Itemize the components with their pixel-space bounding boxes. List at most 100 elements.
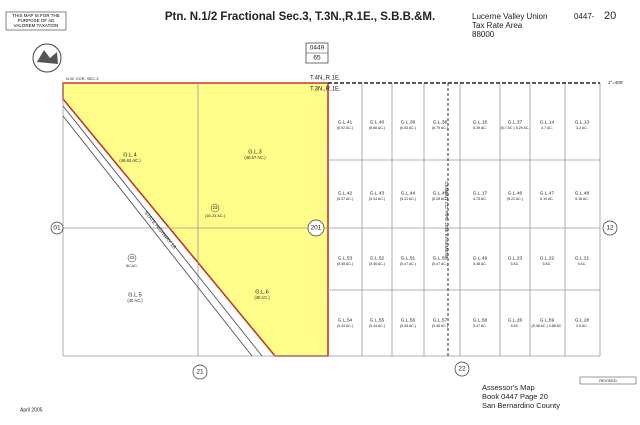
lot-area: (5.45 AC.): [337, 262, 353, 266]
footer-county: San Bernardino County: [482, 401, 560, 410]
lot-area: (46.57 AC.): [244, 155, 266, 160]
lot-area: (5.47 AC.): [432, 262, 448, 266]
footer-title: Assessor's Map: [482, 383, 535, 392]
lot-area: 2.5 AC.: [576, 324, 588, 328]
lot-label: G.L.46: [508, 190, 523, 196]
lot-area: (5.34 AC.): [369, 197, 385, 201]
lot-label: G.L.39: [401, 119, 416, 125]
corner-label: N.W. COR. SEC.3: [66, 76, 99, 81]
lot-area: (40 AC.): [254, 295, 270, 300]
lot-area: (5.47 AC.): [400, 262, 416, 266]
lot-area: (5.48 AC.) 4.88 AC.: [532, 324, 563, 328]
labels: G.L.4(46.62 AC.)G.L.3(46.57 AC.)G.L.5(40…: [50, 119, 618, 380]
lot-area: (46.62 AC.): [119, 158, 141, 163]
lot-area: (5.46 AC.): [369, 262, 385, 266]
lot-area: 4.75 AC.: [473, 197, 487, 201]
lot-area: 5 AC.: [511, 262, 520, 266]
seal-mountains: [37, 50, 58, 64]
lot-label: G.L.38: [433, 119, 448, 125]
notice-box: [5, 11, 67, 31]
lot-label: G.L.37: [508, 119, 523, 125]
tax-rate: 88000: [472, 30, 495, 39]
parcel-area: (16.23 AC.): [205, 213, 226, 218]
map-page: 20: [604, 10, 616, 22]
lot-area: (5.31 AC.): [400, 197, 416, 201]
parcel-number: 22: [129, 255, 135, 260]
lot-area: (5.45 AC.): [400, 324, 416, 328]
lot-area: (5.37 AC.): [337, 197, 353, 201]
map-number: 0447-: [574, 12, 595, 21]
lot-area: (5.44 AC.): [369, 324, 385, 328]
lot-label: G.L.22: [540, 255, 555, 261]
lot-area: (40 AC.): [127, 298, 143, 303]
lot-label: G.L.50: [433, 255, 448, 261]
lot-area: (6.83 AC.): [400, 126, 416, 130]
lot-label: G.L.43: [370, 190, 385, 196]
parcel-area: 50 AC.: [126, 263, 138, 268]
scale: 1"=400': [608, 80, 623, 85]
lot-label: G.L.49: [473, 255, 488, 261]
lot-label: G.L.28: [575, 317, 590, 323]
map-title: Ptn. N.1/2 Fractional Sec.3, T.3N.,R.1E.…: [165, 11, 435, 23]
boundary-ref-circle: [602, 220, 618, 236]
lot-area: 4.7 AC.: [541, 126, 553, 130]
lot-label: G.L.47: [540, 190, 555, 196]
lot-label: G.L.6: [255, 289, 268, 295]
lot-area: 5 AC.: [543, 262, 552, 266]
lot-label: G.L.16: [473, 119, 488, 125]
parcel-circle: [210, 203, 220, 213]
lot-area: (5.22 AC.): [507, 197, 523, 201]
lot-area: (5.28 AC.): [432, 197, 448, 201]
lot-label: G.L.5: [128, 292, 141, 298]
tax-rate-label: Tax Rate Area: [472, 21, 523, 30]
lot-label: G.L.56: [401, 317, 416, 323]
lot-label: G.L.53: [338, 255, 353, 261]
book-ref-book: 0449: [310, 45, 325, 52]
township-south: T.3N.,R.1E.: [310, 87, 341, 93]
lot-label: G.L.59: [540, 317, 555, 323]
lot-area: (5.44 AC.): [337, 324, 353, 328]
boundary-ref-circle: [192, 364, 208, 380]
boundary-ref: 01: [53, 225, 61, 232]
lot-label: G.L.58: [473, 317, 488, 323]
lot-area: 5.16 AC.: [575, 197, 589, 201]
lot-area: 5.48 AC.: [473, 262, 487, 266]
lot-label: G.L.23: [508, 255, 523, 261]
parcel-number: 23: [212, 205, 218, 210]
lot-area: 3.2 AC.: [576, 126, 588, 130]
lot-label: G.L.48: [575, 190, 590, 196]
highway-edge: [62, 115, 253, 357]
lot-label: G.L.40: [370, 119, 385, 125]
lot-label: G.L.55: [370, 317, 385, 323]
notice-wrap: THIS MAP IS FOR THE PURPOSE OF AD VALORE…: [12, 13, 60, 29]
lot-label: G.L.57: [433, 317, 448, 323]
revised: REVISED: [599, 378, 617, 383]
lot-label: G.L.41: [338, 119, 353, 125]
lot-label: G.L.44: [401, 190, 416, 196]
lot-area: 5 AC.: [578, 262, 587, 266]
district: Lucerne Valley Union: [472, 12, 547, 21]
map-date: April 2005: [20, 407, 43, 413]
lot-area: 5.19 AC.: [540, 197, 554, 201]
boundary-ref: 201: [311, 225, 322, 232]
notice: THIS MAP IS FOR THE PURPOSE OF AD VALORE…: [12, 13, 60, 29]
lot-label: G.L.17: [473, 190, 488, 196]
lot-grid: [62, 83, 601, 357]
lot-label: G.L.45: [433, 190, 448, 196]
lot-area: (6.92 AC.): [337, 126, 353, 130]
lot-label: G.L.42: [338, 190, 353, 196]
lot-label: G.L.4: [123, 152, 136, 158]
county-seal: [32, 43, 62, 73]
easement-label: CEMENT CO. PIPE LINE EASEMENT: [444, 182, 449, 259]
lot-label: G.L.26: [508, 317, 523, 323]
lot-label: G.L.13: [575, 119, 590, 125]
revised-box: [579, 376, 637, 385]
lot-area: (6.79 AC.): [432, 126, 448, 130]
boundary-ref-circle: [454, 361, 470, 377]
lot-area: 6.39 AC.: [473, 126, 487, 130]
lot-label: G.L.14: [540, 119, 555, 125]
book-ref-page: 65: [313, 55, 321, 62]
highway-edge: [62, 105, 263, 357]
highlighted-parcel: [62, 82, 329, 357]
